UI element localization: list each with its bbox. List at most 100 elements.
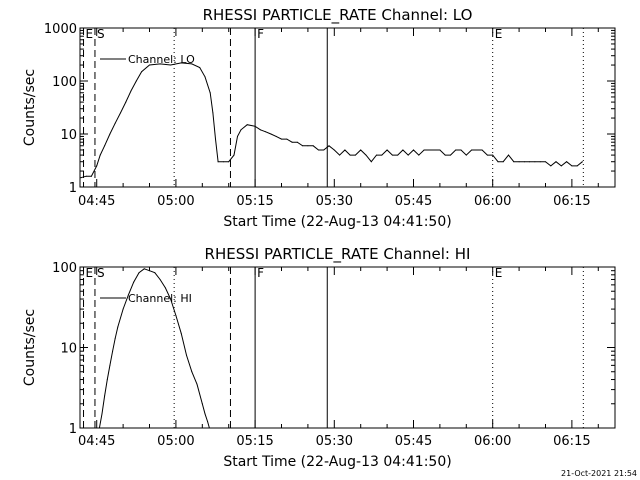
data-point: [407, 154, 409, 156]
data-point: [122, 308, 124, 310]
data-point: [99, 154, 101, 156]
y-tick-label: 1000: [44, 22, 77, 37]
data-point: [465, 154, 467, 156]
data-point: [434, 149, 436, 151]
marker-label: F: [257, 266, 264, 280]
x-tick-label: 05:30: [316, 194, 353, 209]
data-point: [312, 145, 314, 147]
data-point: [555, 161, 557, 163]
data-point: [204, 413, 206, 415]
data-point: [523, 161, 525, 163]
data-point: [471, 149, 473, 151]
data-point: [237, 135, 238, 137]
data-point: [217, 161, 219, 163]
data-point: [133, 281, 135, 283]
marker-label: E: [86, 266, 94, 280]
data-point: [349, 154, 351, 156]
data-point: [109, 364, 111, 366]
data-point: [233, 154, 235, 156]
data-point: [204, 76, 206, 78]
data-point: [502, 161, 504, 163]
data-point: [486, 154, 488, 156]
data-point: [175, 315, 177, 316]
data-point: [418, 154, 420, 156]
data-point: [344, 149, 346, 151]
data-point: [307, 145, 309, 147]
data-point: [159, 63, 161, 65]
data-point: [444, 154, 446, 156]
y-tick-label: 100: [52, 261, 77, 276]
marker-label: E: [495, 266, 503, 280]
data-point: [265, 131, 267, 133]
data-point: [281, 138, 282, 140]
data-point: [117, 326, 119, 328]
data-point: [101, 413, 103, 415]
data-point: [120, 112, 121, 114]
data-point: [296, 141, 298, 143]
data-point: [112, 350, 114, 352]
y-tick-label: 1: [69, 181, 77, 196]
data-point: [127, 294, 129, 296]
data-point: [199, 67, 201, 68]
data-point: [109, 133, 111, 135]
data-point: [339, 154, 341, 156]
data-point: [354, 154, 356, 156]
data-point: [497, 161, 499, 163]
data-point: [104, 395, 106, 397]
data-point: [164, 287, 166, 289]
x-axis-label: Start Time (22-Aug-13 04:41:50): [223, 214, 451, 230]
data-point: [576, 165, 578, 167]
data-point: [291, 141, 293, 143]
data-point: [138, 272, 140, 274]
plot-frame: [79, 27, 616, 188]
data-point: [215, 138, 216, 140]
data-point: [460, 149, 462, 151]
data-point: [259, 129, 261, 131]
data-point: [96, 165, 98, 167]
data-point: [423, 149, 425, 151]
data-point: [381, 154, 383, 156]
data-point: [80, 177, 82, 179]
data-point: [130, 90, 132, 92]
data-point: [428, 149, 430, 151]
data-point: [439, 149, 441, 151]
data-point: [534, 161, 536, 163]
data-point: [208, 427, 210, 429]
data-point: [141, 71, 143, 73]
data-point: [98, 427, 100, 429]
x-tick-label: 05:45: [395, 434, 432, 449]
data-point: [360, 149, 362, 151]
data-point: [143, 268, 145, 270]
data-point: [402, 149, 404, 151]
data-point: [240, 129, 242, 131]
x-tick-label: 05:45: [395, 194, 432, 209]
x-tick-label: 06:15: [553, 434, 590, 449]
x-tick-label: 05:00: [157, 434, 194, 449]
data-point: [376, 154, 377, 156]
data-point: [318, 149, 319, 151]
data-point: [391, 154, 393, 156]
x-axis-label: Start Time (22-Aug-13 04:41:50): [223, 454, 451, 470]
data-point: [455, 149, 457, 151]
data-point: [85, 175, 87, 177]
data-point: [302, 145, 304, 147]
data-point: [539, 161, 541, 163]
data-point: [180, 332, 182, 334]
x-tick-label: 04:45: [78, 194, 115, 209]
data-point: [106, 379, 108, 380]
data-point: [397, 154, 399, 156]
marker-label: S: [97, 266, 105, 280]
data-point: [323, 149, 325, 151]
data-point: [170, 64, 172, 66]
marker-label: E: [86, 27, 94, 41]
data-point: [222, 161, 224, 163]
data-point: [476, 149, 478, 151]
data-point: [513, 161, 515, 163]
x-tick-label: 05:15: [236, 194, 273, 209]
data-point: [545, 161, 546, 163]
data-point: [114, 122, 116, 124]
y-tick-label: 10: [60, 128, 77, 143]
y-tick-label: 1: [69, 422, 77, 437]
data-point: [518, 161, 520, 163]
